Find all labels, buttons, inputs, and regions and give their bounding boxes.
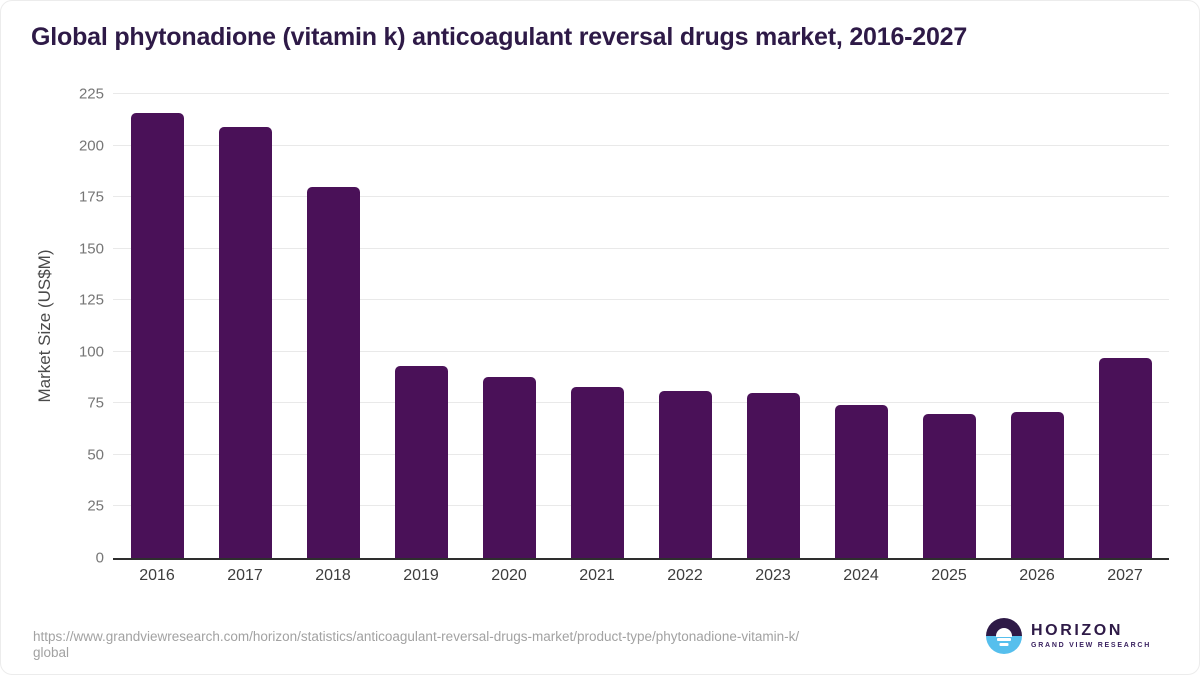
x-label-2026: 2026 <box>1019 567 1055 584</box>
bar-slot-2022 <box>641 94 729 558</box>
bar-slot-2017 <box>201 94 289 558</box>
horizon-sun-icon <box>986 618 1023 654</box>
source-url: https://www.grandviewresearch.com/horizo… <box>33 629 799 661</box>
gridline-25 <box>113 505 1169 507</box>
y-tick-125: 125 <box>78 291 104 309</box>
horizon-logo: HORIZON GRAND VIEW RESEARCH <box>986 618 1151 654</box>
bar-slot-2019 <box>377 94 465 558</box>
x-label-2020: 2020 <box>491 567 527 584</box>
y-tick-100: 100 <box>78 343 104 361</box>
gridline-200 <box>113 144 1169 146</box>
x-label-2019: 2019 <box>403 567 439 584</box>
x-label-2017: 2017 <box>227 567 263 584</box>
plot-area <box>113 93 1169 560</box>
bar-slot-2023 <box>729 94 817 558</box>
y-tick-225: 225 <box>78 85 104 103</box>
bar-slot-2027 <box>1081 94 1169 558</box>
source-url-line1: https://www.grandviewresearch.com/horizo… <box>33 629 800 644</box>
y-tick-75: 75 <box>87 394 104 412</box>
y-tick-0: 0 <box>95 549 104 567</box>
y-tick-25: 25 <box>87 497 104 515</box>
bar-2026 <box>1010 411 1064 558</box>
bar-slot-2026 <box>993 94 1081 558</box>
sun-reflection-line <box>999 643 1009 646</box>
bar-slot-2020 <box>465 94 553 558</box>
x-label-2027: 2027 <box>1107 567 1143 584</box>
gridline-175 <box>113 196 1169 198</box>
x-label-2023: 2023 <box>755 567 791 584</box>
bar-slot-2016 <box>113 94 201 558</box>
bar-2016 <box>130 112 184 558</box>
x-label-2016: 2016 <box>139 567 175 584</box>
sun-dome <box>996 628 1013 637</box>
bar-2020 <box>482 376 536 558</box>
bars-row <box>113 94 1169 558</box>
bar-slot-2024 <box>817 94 905 558</box>
x-label-2022: 2022 <box>667 567 703 584</box>
y-tick-50: 50 <box>87 446 104 464</box>
bar-slot-2018 <box>289 94 377 558</box>
bar-2023 <box>746 393 800 558</box>
x-label-2024: 2024 <box>843 567 879 584</box>
bar-2018 <box>306 186 360 558</box>
gridline-50 <box>113 453 1169 455</box>
x-label-2025: 2025 <box>931 567 967 584</box>
bar-2021 <box>570 386 624 558</box>
bar-slot-2025 <box>905 94 993 558</box>
gridline-225 <box>113 93 1169 94</box>
gridline-150 <box>113 247 1169 249</box>
gridline-125 <box>113 299 1169 301</box>
bar-2017 <box>218 127 272 558</box>
bar-2025 <box>922 413 976 558</box>
y-tick-200: 200 <box>78 137 104 155</box>
logo-name: HORIZON <box>1031 622 1123 639</box>
bar-2022 <box>658 390 712 558</box>
logo-subtitle: GRAND VIEW RESEARCH <box>1031 642 1151 649</box>
logo-text: HORIZON GRAND VIEW RESEARCH <box>1031 622 1151 650</box>
x-label-2021: 2021 <box>579 567 615 584</box>
y-axis-ticks: 0 25 50 75 100 125 150 175 200 225 <box>1 87 104 566</box>
x-label-2018: 2018 <box>315 567 351 584</box>
bar-2027 <box>1098 357 1152 558</box>
y-tick-150: 150 <box>78 240 104 258</box>
gridline-100 <box>113 350 1169 352</box>
y-tick-175: 175 <box>78 188 104 206</box>
bar-slot-2021 <box>553 94 641 558</box>
bar-2024 <box>834 405 888 558</box>
x-axis-labels: 2016 2017 2018 2019 2020 2021 2022 2023 2024 2025… <box>113 567 1169 585</box>
source-url-line2: global <box>33 645 70 660</box>
sun-reflection-line <box>997 638 1012 641</box>
bar-2019 <box>394 366 448 558</box>
gridline-75 <box>113 402 1169 404</box>
chart-title: Global phytonadione (vitamin k) anticoag… <box>31 23 968 51</box>
